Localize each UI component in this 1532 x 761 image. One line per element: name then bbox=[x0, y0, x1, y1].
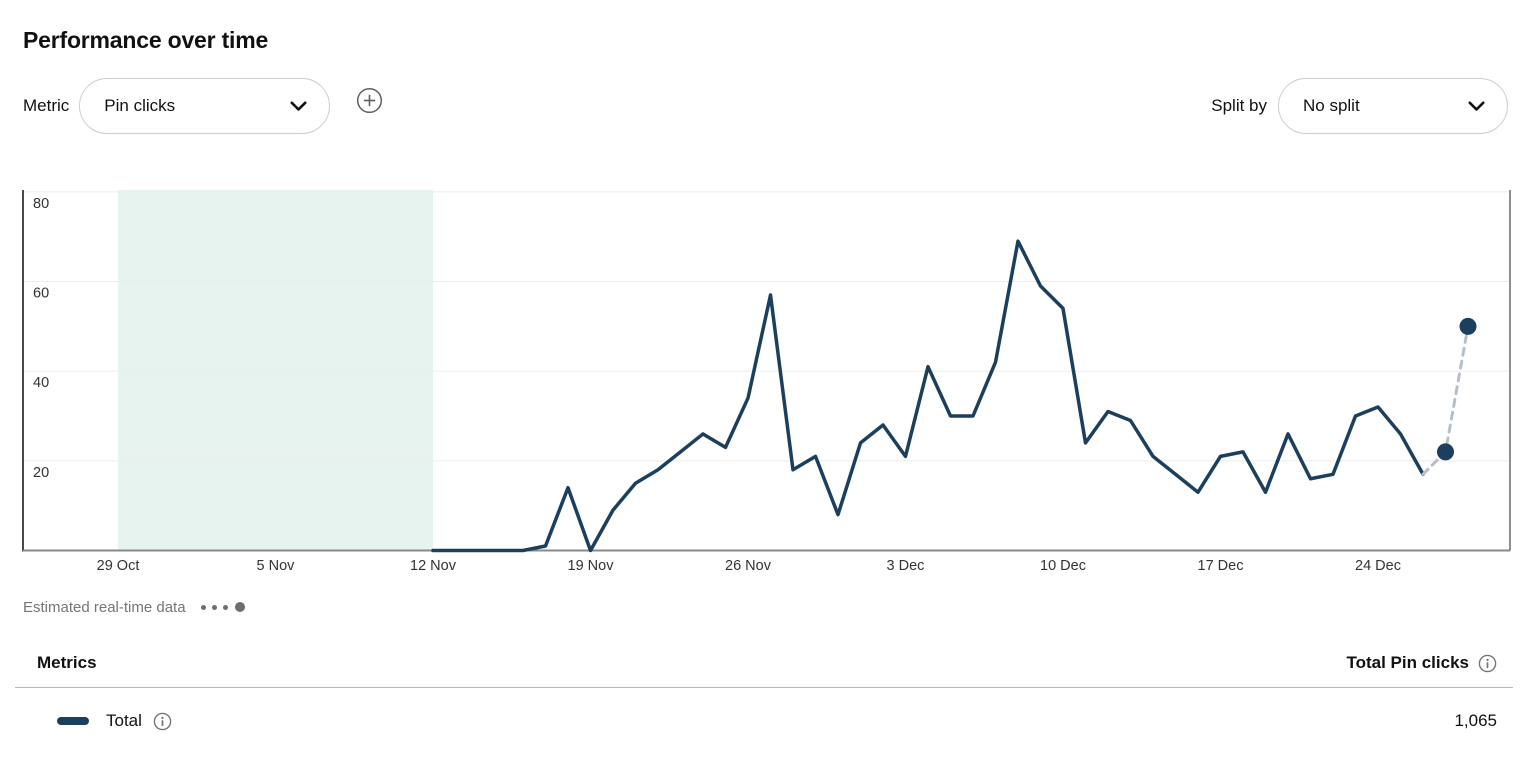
total-column-header: Total Pin clicks bbox=[1346, 653, 1469, 672]
total-column-header-group: Total Pin clicks bbox=[1346, 653, 1497, 673]
svg-text:80: 80 bbox=[33, 196, 49, 212]
split-by-controls: Split by No split bbox=[1211, 78, 1508, 134]
svg-text:19 Nov: 19 Nov bbox=[568, 558, 615, 574]
plus-circle-icon bbox=[356, 87, 382, 113]
split-by-dropdown[interactable]: No split bbox=[1278, 78, 1508, 134]
metric-dropdown-value: Pin clicks bbox=[104, 96, 176, 115]
svg-text:26 Nov: 26 Nov bbox=[725, 558, 772, 574]
split-by-label: Split by bbox=[1211, 96, 1267, 115]
metrics-table-header: Metrics Total Pin clicks bbox=[15, 646, 1513, 688]
svg-text:10 Dec: 10 Dec bbox=[1040, 558, 1086, 574]
metrics-table: Metrics Total Pin clicks Total bbox=[15, 646, 1513, 731]
metric-label: Metric bbox=[23, 96, 70, 115]
info-icon[interactable] bbox=[1478, 654, 1497, 673]
svg-text:12 Nov: 12 Nov bbox=[410, 558, 457, 574]
svg-text:20: 20 bbox=[33, 465, 49, 481]
page-title: Performance over time bbox=[23, 27, 269, 53]
estimated-data-label: Estimated real-time data bbox=[23, 598, 186, 616]
split-by-dropdown-value: No split bbox=[1303, 96, 1360, 115]
chevron-down-icon bbox=[1468, 100, 1485, 111]
chevron-down-icon bbox=[290, 100, 307, 111]
svg-text:24 Dec: 24 Dec bbox=[1355, 558, 1401, 574]
svg-text:17 Dec: 17 Dec bbox=[1198, 558, 1244, 574]
metric-controls: Metric Pin clicks bbox=[23, 78, 383, 134]
table-row: Total 1,065 bbox=[15, 688, 1513, 731]
svg-text:60: 60 bbox=[33, 286, 49, 302]
add-metric-button[interactable] bbox=[355, 86, 383, 114]
svg-text:40: 40 bbox=[33, 375, 49, 391]
info-icon[interactable] bbox=[153, 712, 172, 731]
series-color-swatch bbox=[57, 717, 89, 725]
chart-controls: Metric Pin clicks Split by No split bbox=[23, 78, 1508, 134]
svg-text:5 Nov: 5 Nov bbox=[257, 558, 296, 574]
svg-text:3 Dec: 3 Dec bbox=[887, 558, 925, 574]
performance-chart[interactable]: 20 40 60 80 29 Oct 5 Nov 12 Nov 19 Nov 26 Nov 3 D… bbox=[0, 180, 1532, 580]
dotted-line-icon bbox=[200, 602, 245, 612]
estimated-data-legend: Estimated real-time data bbox=[23, 597, 245, 617]
metrics-column-header: Metrics bbox=[37, 653, 97, 672]
metric-dropdown[interactable]: Pin clicks bbox=[79, 78, 331, 134]
total-row-label: Total bbox=[106, 711, 142, 730]
total-row-label-group: Total bbox=[57, 711, 172, 731]
svg-text:29 Oct: 29 Oct bbox=[97, 558, 140, 574]
total-pin-clicks-value: 1,065 bbox=[1454, 711, 1497, 730]
